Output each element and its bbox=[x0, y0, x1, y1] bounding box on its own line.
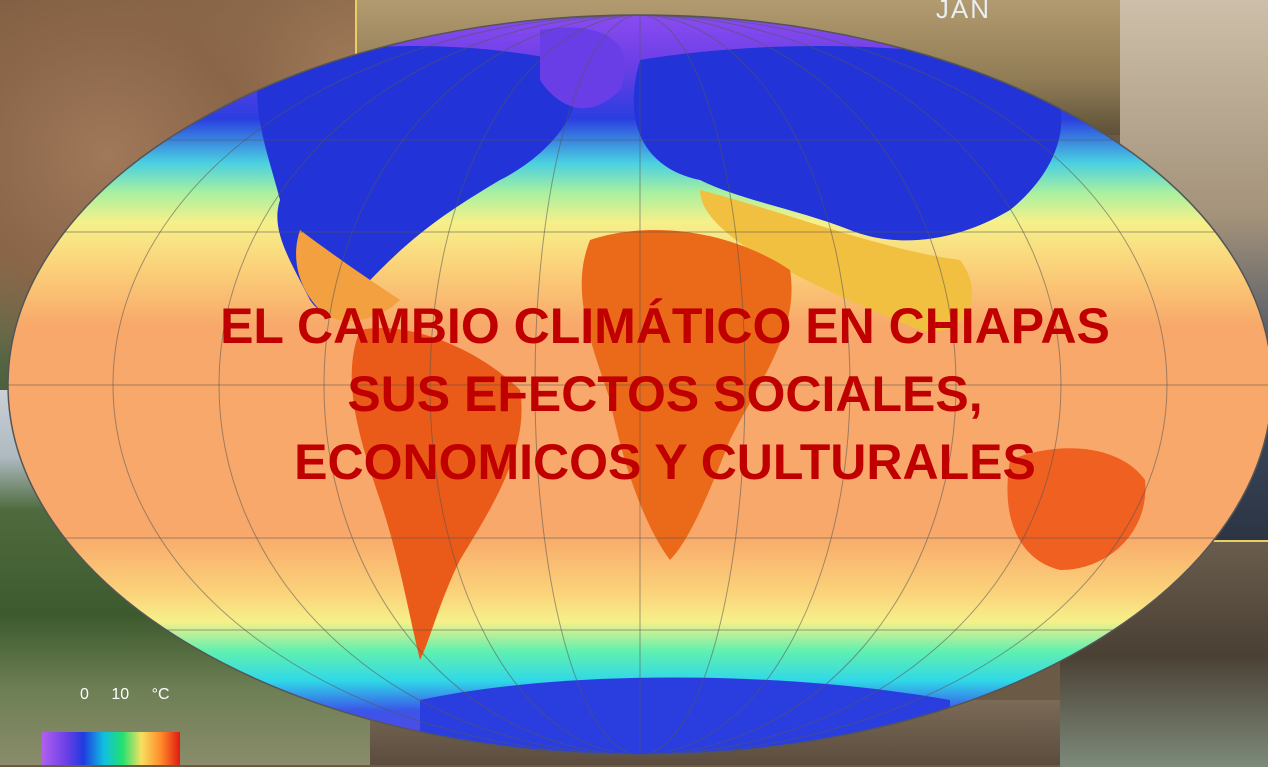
title-line-1: EL CAMBIO CLIMÁTICO EN CHIAPAS bbox=[220, 298, 1110, 354]
australia-landmass bbox=[1007, 448, 1146, 570]
title-line-3: ECONOMICOS Y CULTURALES bbox=[294, 434, 1036, 490]
africa-landmass bbox=[581, 230, 792, 560]
title-line-2: SUS EFECTOS SOCIALES, bbox=[347, 366, 983, 422]
legend-ticks: 0 10 °C bbox=[80, 686, 188, 704]
north-america-south bbox=[296, 230, 400, 321]
legend-color-bar bbox=[42, 732, 180, 765]
legend-tick-0: 0 bbox=[80, 686, 89, 703]
legend-tick-unit: °C bbox=[151, 686, 170, 703]
legend-tick-10: 10 bbox=[111, 686, 130, 703]
eurasia-south bbox=[700, 190, 973, 332]
antarctica-landmass bbox=[420, 677, 950, 755]
greenland-landmass bbox=[540, 27, 626, 109]
slide-title: EL CAMBIO CLIMÁTICO EN CHIAPAS SUS EFECT… bbox=[150, 292, 1180, 496]
corner-label: JAN bbox=[935, 0, 991, 24]
north-america-landmass bbox=[257, 46, 577, 313]
temperature-legend: 0 10 °C bbox=[42, 686, 182, 765]
south-america-landmass bbox=[351, 328, 522, 660]
eurasia-landmass bbox=[633, 46, 1062, 241]
